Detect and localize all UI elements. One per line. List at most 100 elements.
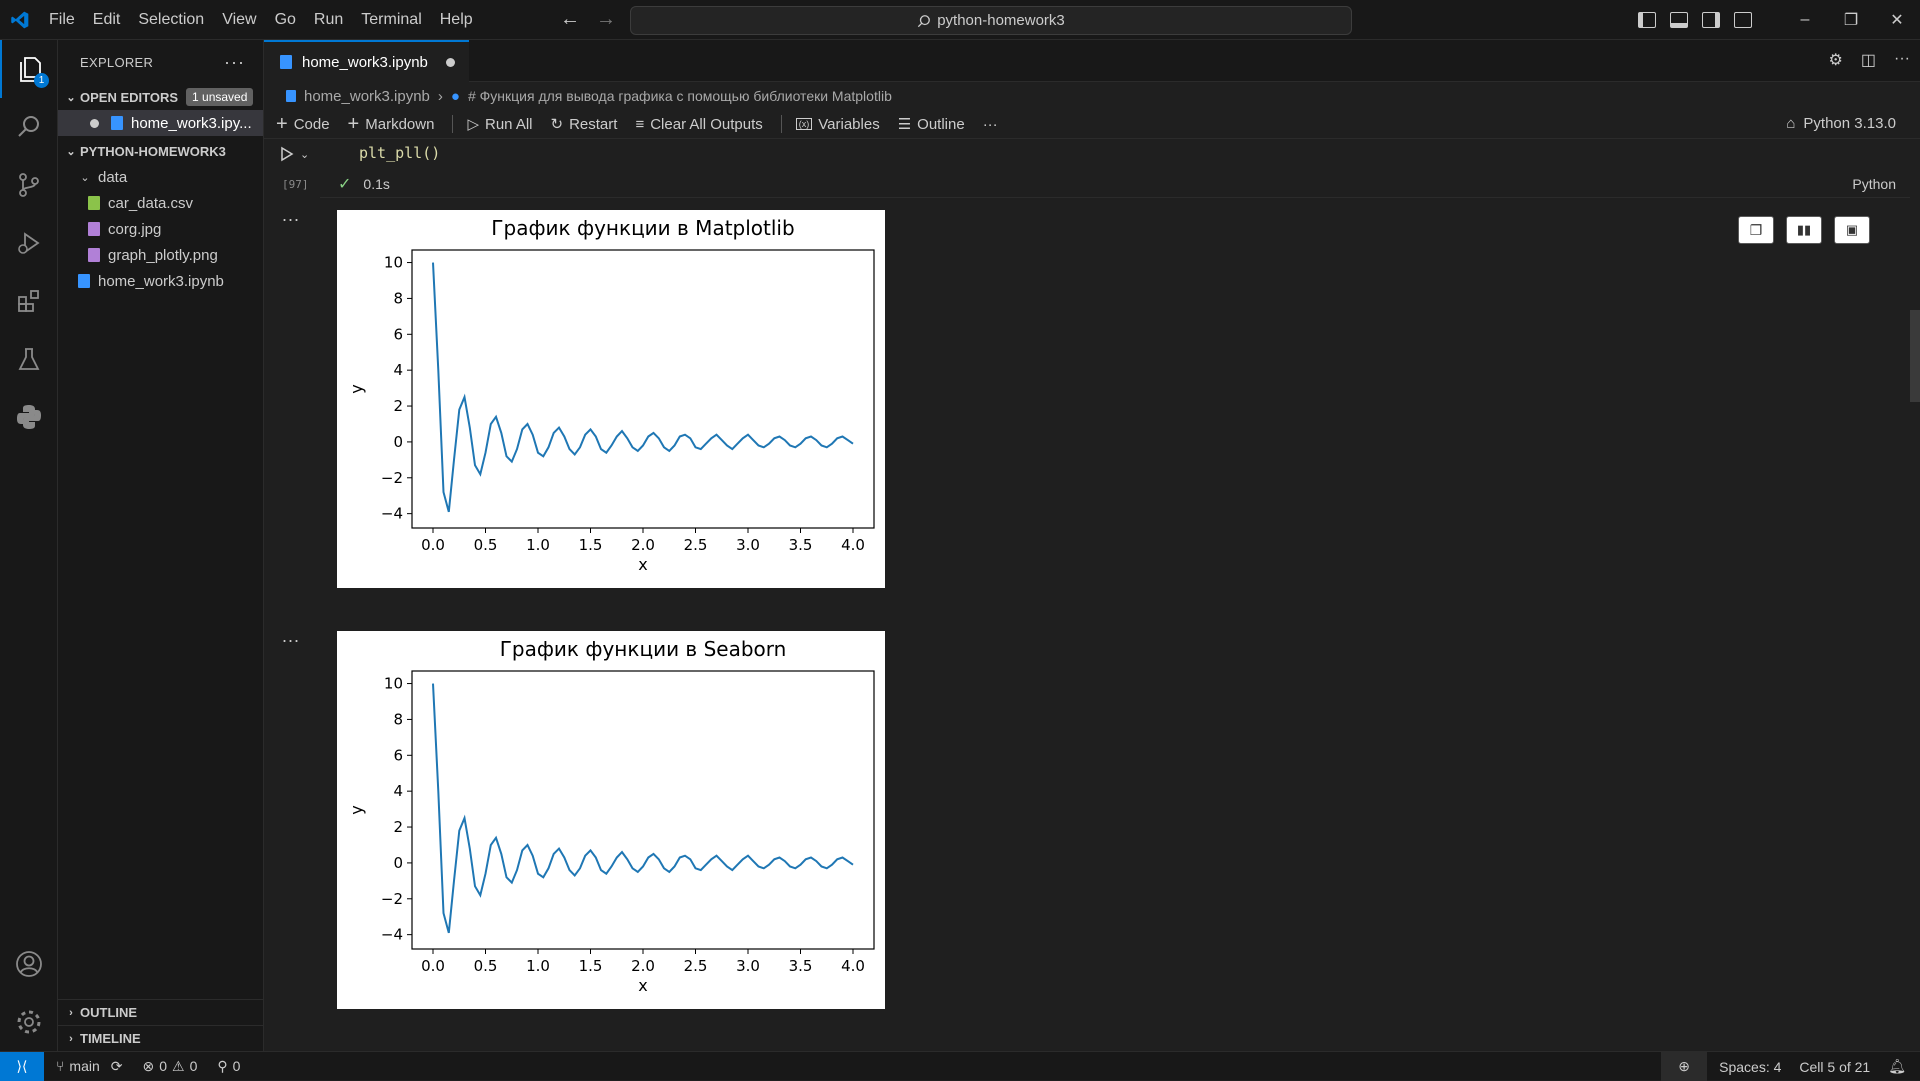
gear-icon[interactable]: ⚙	[1828, 52, 1843, 69]
workspace-label: PYTHON-HOMEWORK3	[80, 143, 226, 159]
y-tick-label: 10	[384, 675, 403, 693]
back-arrow-icon[interactable]: ←	[560, 8, 580, 30]
open-editors-section[interactable]: ⌄ OPEN EDITORS 1 unsaved	[58, 84, 263, 110]
editor-tabs: home_work3.ipynb ⚙ ◫ ···	[264, 40, 1920, 82]
variables-button[interactable]: (x) Variables	[795, 116, 880, 133]
folder-label: data	[98, 168, 128, 186]
file-home-work3[interactable]: home_work3.ipynb	[58, 268, 263, 294]
warning-count: 0	[189, 1058, 198, 1074]
x-tick-label: 4.0	[841, 957, 865, 975]
menu-view[interactable]: View	[222, 10, 257, 28]
breadcrumb: home_work3.ipynb › ● # Функция для вывод…	[264, 82, 1920, 110]
add-code-label: Code	[293, 115, 330, 133]
python-activity[interactable]	[0, 388, 58, 446]
chevron-down-icon[interactable]: ⌄	[300, 148, 310, 161]
search-activity[interactable]	[0, 98, 58, 156]
source-control-activity[interactable]	[0, 156, 58, 214]
timeline-label: TIMELINE	[80, 1031, 141, 1046]
copy-output-button[interactable]: ❐	[1738, 216, 1774, 244]
add-markdown-button[interactable]: + Markdown	[348, 113, 435, 136]
toggle-secondary-sidebar-icon[interactable]	[1702, 12, 1720, 28]
x-tick-label: 2.0	[631, 536, 655, 554]
file-car-data[interactable]: car_data.csv	[58, 190, 263, 216]
output-more-icon[interactable]: ...	[282, 626, 301, 646]
ports-indicator[interactable]: ⚲ 0	[217, 1058, 240, 1075]
y-tick-label: −2	[381, 890, 403, 908]
execution-time: 0.1s	[363, 176, 390, 192]
menu-help[interactable]: Help	[439, 10, 473, 28]
run-all-button[interactable]: ▷ Run All	[467, 115, 533, 134]
kernel-icon: ⌂	[1786, 115, 1796, 132]
plot-viewer-button[interactable]: ▮▮	[1786, 216, 1822, 244]
y-tick-label: 4	[393, 782, 403, 800]
toggle-primary-sidebar-icon[interactable]	[1638, 12, 1656, 28]
y-tick-label: −2	[381, 469, 403, 487]
x-tick-label: 2.5	[684, 536, 708, 554]
customize-layout-icon[interactable]	[1734, 12, 1752, 28]
notebook-icon	[280, 55, 292, 69]
menu-selection[interactable]: Selection	[138, 10, 205, 28]
file-corg[interactable]: corg.jpg	[58, 216, 263, 242]
menu-run[interactable]: Run	[313, 10, 344, 28]
sync-icon[interactable]: ⟳	[110, 1057, 123, 1074]
run-all-label: Run All	[484, 115, 533, 133]
outline-section[interactable]: › OUTLINE	[58, 999, 264, 1025]
testing-activity[interactable]	[0, 330, 58, 388]
timeline-section[interactable]: › TIMELINE	[58, 1025, 264, 1051]
remote-indicator[interactable]: ⟩⟨	[0, 1051, 44, 1081]
chart-svg: График функции в Matplotlib 0.0 0.5 1.0 1.5 2…	[347, 216, 875, 574]
restore-button[interactable]: ❐	[1843, 12, 1859, 29]
x-tick-label: 1.0	[526, 536, 550, 554]
workspace-section[interactable]: ⌄ PYTHON-HOMEWORK3	[58, 138, 263, 164]
tab-home-work3[interactable]: home_work3.ipynb	[264, 40, 469, 82]
add-code-button[interactable]: + Code	[276, 113, 330, 136]
branch-indicator[interactable]: ⑂ main ⟳	[56, 1058, 123, 1075]
breadcrumb-file[interactable]: home_work3.ipynb	[304, 87, 430, 105]
accounts-activity[interactable]	[0, 935, 58, 993]
vertical-scrollbar[interactable]	[1910, 310, 1920, 402]
split-editor-icon[interactable]: ◫	[1860, 52, 1877, 69]
explorer-activity[interactable]: 1	[0, 40, 58, 98]
bell-icon[interactable]: 🔔︎	[1888, 1058, 1906, 1074]
menu-edit[interactable]: Edit	[92, 10, 121, 28]
zoom-indicator[interactable]: ⊕	[1661, 1052, 1708, 1081]
x-tick-label: 4.0	[841, 536, 865, 554]
extensions-activity[interactable]	[0, 272, 58, 330]
code-line[interactable]: plt_pll()	[359, 144, 441, 162]
manage-activity[interactable]	[0, 993, 58, 1051]
more-toolbar-button[interactable]: ···	[983, 116, 998, 133]
series-line	[432, 262, 854, 513]
forward-arrow-icon[interactable]: →	[596, 8, 616, 30]
close-window-button[interactable]: ✕	[1890, 12, 1904, 29]
indentation-indicator[interactable]: Spaces: 4	[1719, 1058, 1782, 1075]
breadcrumb-cell[interactable]: # Функция для вывода графика с помощью б…	[467, 88, 892, 104]
restart-button[interactable]: ↻ Restart	[551, 115, 618, 134]
more-actions-icon[interactable]: ···	[224, 51, 245, 72]
menu-go[interactable]: Go	[274, 10, 296, 28]
cell-indicator[interactable]: Cell 5 of 21	[1799, 1058, 1871, 1075]
run-cell-control[interactable]: ⌄	[280, 146, 309, 162]
run-debug-activity[interactable]	[0, 214, 58, 272]
run-cell-icon[interactable]	[280, 146, 294, 162]
open-editor-item[interactable]: home_work3.ipy...	[58, 110, 263, 136]
notebook-icon	[286, 90, 296, 102]
outline-button[interactable]: ☰ Outline	[898, 115, 965, 134]
clear-outputs-button[interactable]: ≡ Clear All Outputs	[635, 116, 762, 133]
output-more-icon[interactable]: ...	[282, 205, 301, 225]
cell-language[interactable]: Python	[1852, 176, 1896, 192]
command-center-label: python-homework3	[937, 12, 1065, 29]
more-actions-icon[interactable]: ···	[1894, 50, 1910, 67]
command-center-search[interactable]: python-homework3	[630, 6, 1352, 35]
toggle-panel-icon[interactable]	[1670, 12, 1688, 28]
problems-indicator[interactable]: ⊗ 0 ⚠ 0	[143, 1058, 198, 1075]
chevron-right-icon: ›	[437, 87, 443, 105]
file-graph-plotly[interactable]: graph_plotly.png	[58, 242, 263, 268]
menu-terminal[interactable]: Terminal	[361, 10, 422, 28]
kernel-picker[interactable]: ⌂ Python 3.13.0	[1786, 115, 1896, 132]
unsaved-dot-icon[interactable]	[445, 57, 455, 67]
folder-data[interactable]: ⌄ data	[58, 164, 263, 190]
menu-file[interactable]: File	[49, 10, 75, 28]
minimize-button[interactable]: –	[1800, 11, 1810, 28]
unsaved-dot-icon[interactable]	[90, 118, 99, 128]
save-output-button[interactable]: ▣	[1834, 216, 1870, 244]
